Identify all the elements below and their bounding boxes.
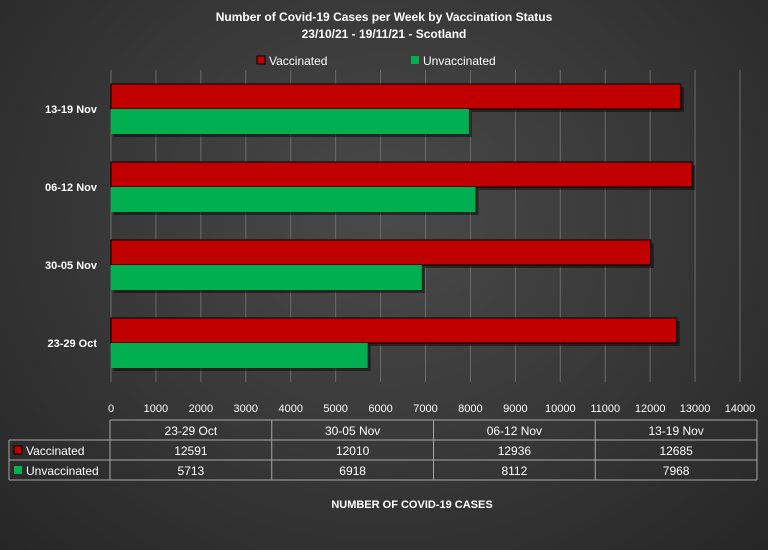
x-tick-label: 11000 bbox=[590, 403, 620, 415]
bar-unvaccinated-06-12-nov bbox=[111, 187, 476, 212]
legend-swatch-vaccinated bbox=[256, 55, 266, 65]
table-cell-unvaccinated-23-29-oct: 5713 bbox=[178, 464, 205, 478]
chart-title: Number of Covid-19 Cases per Week by Vac… bbox=[216, 10, 553, 24]
table-legend-swatch-vaccinated bbox=[13, 445, 23, 455]
x-tick-label: 8000 bbox=[458, 403, 482, 415]
data-table: 23-29 Oct 30-05 Nov 06-12 Nov 13-19 Nov Vacc… bbox=[8, 419, 758, 481]
table-header-30-05-nov: 30-05 Nov bbox=[325, 424, 380, 438]
x-tick-label: 10000 bbox=[545, 403, 576, 415]
x-tick-label: 1000 bbox=[144, 403, 168, 415]
x-tick-label: 4000 bbox=[278, 403, 302, 415]
x-tick-label: 6000 bbox=[368, 403, 392, 415]
legend-label-unvaccinated: Unvaccinated bbox=[423, 54, 496, 68]
x-tick-label: 3000 bbox=[234, 403, 258, 415]
table-cell-unvaccinated-30-05-nov: 6918 bbox=[339, 464, 366, 478]
bars bbox=[110, 83, 696, 371]
x-tick-label: 12000 bbox=[635, 403, 666, 415]
table-cell-vaccinated-23-29-oct: 12591 bbox=[174, 444, 208, 458]
bar-vaccinated-30-05-nov bbox=[110, 239, 652, 266]
bar-vaccinated-13-19-nov bbox=[110, 83, 682, 110]
table-header-06-12-nov: 06-12 Nov bbox=[487, 424, 542, 438]
x-tick-label: 9000 bbox=[503, 403, 527, 415]
table-row-label-unvaccinated: Unvaccinated bbox=[26, 464, 99, 478]
chart-subtitle: 23/10/21 - 19/11/21 - Scotland bbox=[302, 27, 467, 41]
category-label-23-29-oct: 23-29 Oct bbox=[47, 338, 97, 350]
x-tick-label: 0 bbox=[108, 403, 114, 415]
x-tick-label: 7000 bbox=[413, 403, 437, 415]
x-tick-label: 14000 bbox=[725, 403, 756, 415]
bar-unvaccinated-13-19-nov bbox=[111, 109, 469, 134]
category-label-06-12-nov: 06-12 Nov bbox=[45, 182, 98, 194]
x-tick-labels: 0 1000 2000 3000 4000 5000 6000 7000 8000 9000 100… bbox=[108, 403, 755, 415]
table-row-label-vaccinated: Vaccinated bbox=[26, 444, 84, 458]
table-cell-unvaccinated-06-12-nov: 8112 bbox=[501, 464, 527, 478]
bar-unvaccinated-23-29-oct bbox=[111, 343, 368, 368]
table-cell-vaccinated-06-12-nov: 12936 bbox=[498, 444, 532, 458]
category-labels: 23-29 Oct 30-05 Nov 06-12 Nov 13-19 Nov bbox=[45, 104, 98, 350]
table-legend-swatch-unvaccinated bbox=[14, 466, 22, 474]
x-tick-label: 13000 bbox=[680, 403, 711, 415]
bar-unvaccinated-30-05-nov bbox=[111, 265, 422, 290]
legend: Vaccinated Unvaccinated bbox=[256, 54, 496, 68]
table-cell-vaccinated-13-19-nov: 12685 bbox=[659, 444, 693, 458]
category-label-13-19-nov: 13-19 Nov bbox=[45, 104, 98, 116]
legend-label-vaccinated: Vaccinated bbox=[269, 54, 327, 68]
x-tick-label: 5000 bbox=[323, 403, 347, 415]
legend-swatch-unvaccinated bbox=[411, 56, 419, 64]
x-axis-title: NUMBER OF COVID-19 CASES bbox=[331, 499, 492, 511]
table-cell-vaccinated-30-05-nov: 12010 bbox=[336, 444, 370, 458]
table-header-23-29-oct: 23-29 Oct bbox=[165, 424, 218, 438]
category-label-30-05-nov: 30-05 Nov bbox=[45, 260, 98, 272]
bar-vaccinated-06-12-nov bbox=[110, 161, 693, 188]
table-cell-unvaccinated-13-19-nov: 7968 bbox=[663, 464, 690, 478]
table-header-13-19-nov: 13-19 Nov bbox=[648, 424, 703, 438]
bar-vaccinated-23-29-oct bbox=[110, 317, 678, 344]
x-tick-label: 2000 bbox=[189, 403, 213, 415]
